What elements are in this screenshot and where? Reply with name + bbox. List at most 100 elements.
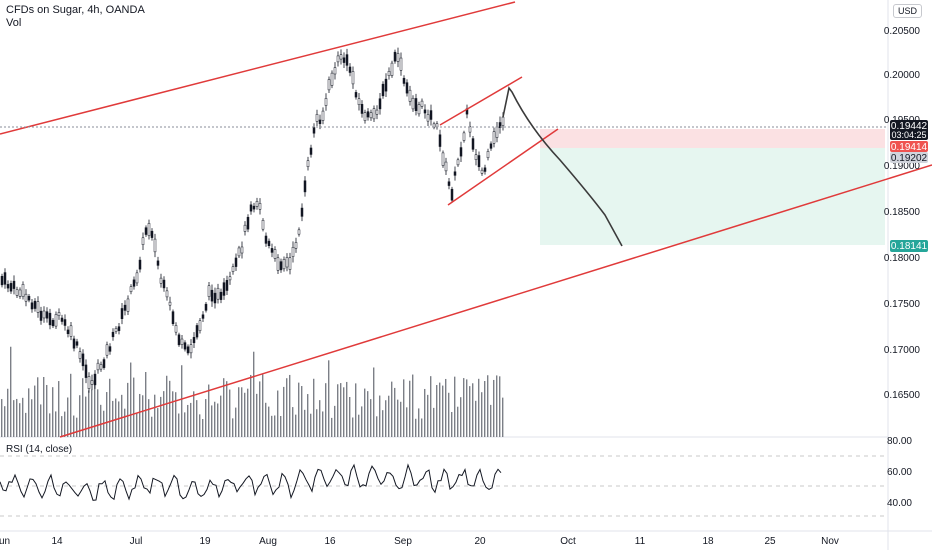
- volume-bar: [91, 389, 93, 437]
- volume-bar: [349, 397, 351, 437]
- volume-bar: [331, 417, 333, 437]
- volume-bar: [277, 390, 279, 437]
- take-profit-zone: [540, 148, 885, 245]
- volume-bar: [196, 400, 198, 437]
- volume-bar: [172, 391, 174, 437]
- volume-bar: [97, 389, 99, 437]
- volume-bar: [427, 394, 429, 437]
- volume-bar: [85, 396, 87, 437]
- volume-bar: [265, 402, 267, 437]
- volume-bar: [271, 415, 273, 437]
- candle-body: [384, 78, 388, 92]
- volume-bar: [469, 386, 471, 437]
- volume-bar: [115, 398, 117, 437]
- candle-body: [396, 53, 400, 62]
- candle-body: [402, 77, 406, 84]
- candles: [0, 47, 505, 393]
- candle-body: [90, 380, 94, 385]
- candle-body: [189, 344, 193, 354]
- candle-body: [78, 351, 82, 359]
- candle-body: [345, 54, 349, 66]
- volume-bar: [448, 392, 450, 437]
- volume-bar: [343, 387, 345, 437]
- candle-body: [405, 82, 409, 94]
- volume-bar: [493, 379, 495, 437]
- candle-body: [336, 55, 340, 63]
- price-tick-label: 0.18000: [884, 253, 921, 264]
- candle-body: [264, 235, 268, 244]
- volume-bar: [421, 418, 423, 437]
- volume-bar: [379, 395, 381, 437]
- volume-bar: [412, 374, 414, 437]
- candle-body: [342, 57, 346, 63]
- volume-bar: [292, 407, 294, 437]
- volume-bar: [88, 390, 90, 437]
- target-price-tag: 0.18141: [890, 240, 928, 252]
- candle-body: [282, 259, 286, 270]
- candle-body: [201, 314, 205, 319]
- candle-body: [333, 67, 337, 75]
- price-tick-label: 0.20000: [884, 70, 921, 81]
- candle-body: [69, 325, 73, 337]
- candle-body: [501, 116, 505, 126]
- candle-body: [255, 201, 259, 207]
- time-tick-label: 19: [199, 536, 211, 547]
- candle-body: [54, 314, 58, 327]
- bar-countdown: 03:04:25: [891, 130, 926, 140]
- volume-bars: [1, 346, 504, 437]
- volume-bar: [385, 400, 387, 437]
- candle-body: [456, 159, 460, 166]
- volume-bar: [232, 418, 234, 437]
- candle-body: [480, 169, 484, 174]
- candle-body: [357, 98, 361, 105]
- candle-body: [381, 83, 385, 97]
- candle-body: [423, 109, 427, 114]
- volume-bar: [121, 394, 123, 437]
- candle-body: [303, 180, 307, 193]
- volume-bar: [148, 399, 150, 437]
- volume-bar: [61, 416, 63, 437]
- volume-bar: [301, 386, 303, 437]
- candle-body: [378, 98, 382, 110]
- candle-body: [144, 227, 148, 235]
- candle-body: [96, 362, 100, 371]
- time-tick-label: 25: [764, 536, 776, 547]
- candle-body: [18, 289, 22, 297]
- candle-body: [489, 143, 493, 149]
- candle-body: [390, 62, 394, 76]
- volume-bar: [235, 407, 237, 437]
- candle-body: [339, 54, 343, 60]
- candle-body: [327, 79, 331, 91]
- volume-bar: [250, 374, 252, 437]
- candle-body: [471, 138, 475, 150]
- volume-bar: [49, 413, 51, 437]
- candle-body: [210, 289, 214, 302]
- volume-bar: [229, 389, 231, 437]
- candle-body: [168, 301, 172, 306]
- candle-body: [195, 325, 199, 338]
- volume-bar: [424, 388, 426, 437]
- candle-body: [84, 364, 88, 378]
- volume-bar: [307, 394, 309, 437]
- volume-bar: [184, 412, 186, 437]
- volume-bar: [214, 401, 216, 437]
- candle-body: [192, 337, 196, 344]
- candle-body: [36, 301, 40, 313]
- volume-bar: [94, 379, 96, 437]
- candle-body: [483, 167, 487, 172]
- currency-button[interactable]: USD: [892, 4, 922, 18]
- volume-bar: [226, 381, 228, 437]
- candle-body: [387, 71, 391, 76]
- candle-body: [429, 110, 433, 120]
- candle-body: [417, 104, 421, 115]
- volume-bar: [397, 399, 399, 437]
- target-price-value: 0.18141: [891, 241, 928, 252]
- candle-body: [444, 161, 448, 172]
- lower-channel-line: [59, 164, 932, 438]
- volume-bar: [268, 406, 270, 437]
- candle-body: [225, 280, 229, 291]
- price-tick-label: 0.20500: [884, 26, 921, 37]
- volume-bar: [151, 416, 153, 437]
- volume-bar: [364, 388, 366, 437]
